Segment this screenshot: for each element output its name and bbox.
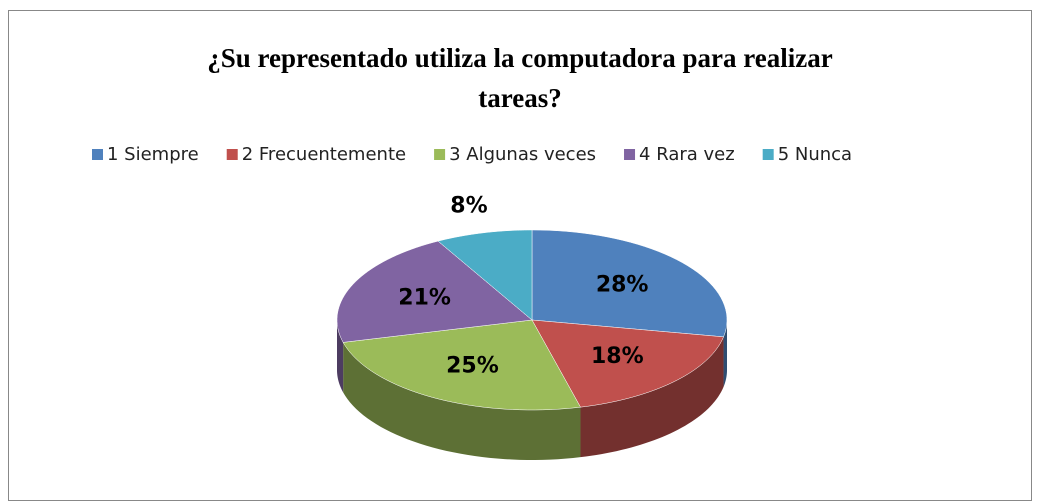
pie-slice-side [723,320,727,387]
data-label: 21% [398,286,451,311]
pie-slice [531,229,728,338]
legend-label: 1 Siempre [107,144,199,165]
legend-swatch [762,149,774,160]
legend-swatch [226,149,238,160]
legend-label: 2 Frecuentemente [242,144,406,165]
legend-swatch [92,149,103,160]
pie-slice-side [337,320,344,393]
legend-swatch [434,149,446,160]
chart-title: ¿Su representado utiliza la computadora … [207,43,833,113]
pie-slice [342,319,581,411]
legend-swatch [624,149,636,160]
pie-slice [531,319,724,408]
legend-label: 3 Algunas veces [449,144,596,165]
data-label: 25% [446,353,499,378]
pie-slice-side [343,342,581,460]
legend-label: 4 Rara vez [639,144,735,165]
data-label: 18% [591,344,644,369]
pie-sides [337,320,727,460]
data-label: 28% [596,273,649,298]
pie-slice [437,229,533,321]
data-label: 8% [450,194,487,219]
legend-label: 5 Nunca [778,144,852,165]
pie-tops [336,229,728,411]
pie-slice [336,240,533,343]
pie-slice-side [580,336,724,458]
pie-labels: 28% 18% 25% 21% 8% [398,194,648,379]
